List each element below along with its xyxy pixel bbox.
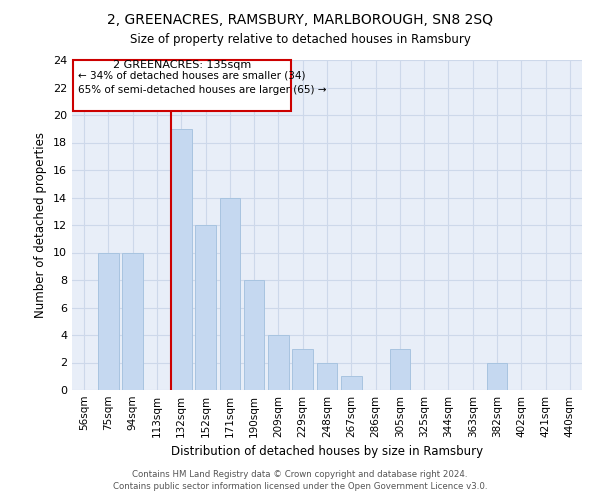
Bar bbox=[244, 280, 265, 390]
Y-axis label: Number of detached properties: Number of detached properties bbox=[34, 132, 47, 318]
Bar bbox=[487, 362, 508, 390]
Bar bbox=[122, 252, 143, 390]
Bar bbox=[341, 376, 362, 390]
Text: 2 GREENACRES: 135sqm: 2 GREENACRES: 135sqm bbox=[113, 60, 251, 70]
Bar bbox=[292, 349, 313, 390]
Text: ← 34% of detached houses are smaller (34): ← 34% of detached houses are smaller (34… bbox=[79, 71, 306, 81]
Bar bbox=[220, 198, 240, 390]
Bar bbox=[98, 252, 119, 390]
Bar bbox=[171, 128, 191, 390]
Text: 65% of semi-detached houses are larger (65) →: 65% of semi-detached houses are larger (… bbox=[79, 84, 327, 94]
Bar bbox=[268, 335, 289, 390]
Text: Size of property relative to detached houses in Ramsbury: Size of property relative to detached ho… bbox=[130, 32, 470, 46]
Text: 2, GREENACRES, RAMSBURY, MARLBOROUGH, SN8 2SQ: 2, GREENACRES, RAMSBURY, MARLBOROUGH, SN… bbox=[107, 12, 493, 26]
Bar bbox=[195, 225, 216, 390]
Bar bbox=[389, 349, 410, 390]
FancyBboxPatch shape bbox=[73, 60, 290, 111]
X-axis label: Distribution of detached houses by size in Ramsbury: Distribution of detached houses by size … bbox=[171, 446, 483, 458]
Bar bbox=[317, 362, 337, 390]
Text: Contains HM Land Registry data © Crown copyright and database right 2024.: Contains HM Land Registry data © Crown c… bbox=[132, 470, 468, 479]
Text: Contains public sector information licensed under the Open Government Licence v3: Contains public sector information licen… bbox=[113, 482, 487, 491]
